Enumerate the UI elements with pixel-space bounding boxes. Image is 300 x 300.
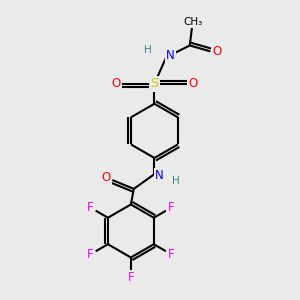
- Text: O: O: [101, 171, 110, 184]
- Text: F: F: [168, 201, 175, 214]
- Text: F: F: [87, 248, 94, 261]
- Text: CH₃: CH₃: [183, 17, 202, 27]
- Text: S: S: [150, 77, 159, 90]
- Text: O: O: [212, 45, 221, 58]
- Text: O: O: [111, 77, 120, 90]
- Text: F: F: [168, 248, 175, 261]
- Text: O: O: [189, 77, 198, 90]
- Text: F: F: [87, 201, 94, 214]
- Text: H: H: [144, 46, 152, 56]
- Text: H: H: [172, 176, 180, 186]
- Text: N: N: [166, 49, 175, 62]
- Text: N: N: [155, 169, 164, 182]
- Text: F: F: [128, 271, 134, 284]
